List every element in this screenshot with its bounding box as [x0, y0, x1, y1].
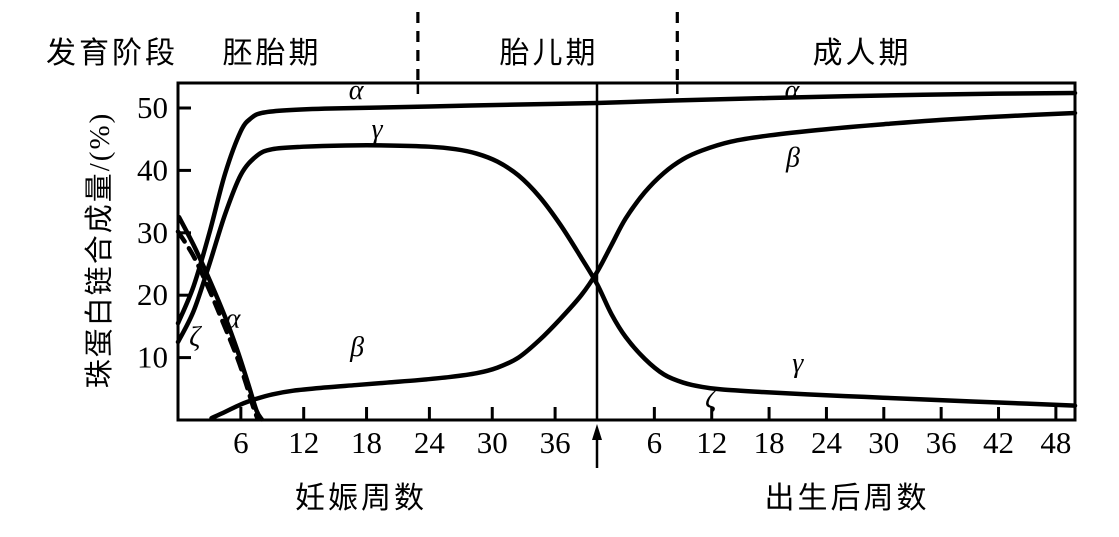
y-tick-label: 10 — [137, 340, 168, 375]
x-tick-label: 6 — [233, 425, 249, 460]
x-tick-label: 6 — [647, 425, 663, 460]
curve-label-alpha: α — [349, 75, 365, 106]
x-tick-label: 42 — [983, 425, 1014, 460]
x-tick-label: 48 — [1040, 425, 1071, 460]
x-tick-label: 30 — [477, 425, 508, 460]
stage-label-adult: 成人期 — [812, 37, 912, 70]
curve-label-epsilon-curve-labeled-alpha: α — [226, 303, 242, 334]
birth-arrow-head — [592, 424, 602, 440]
curve-alpha — [175, 90, 1078, 326]
x-tick-label: 18 — [754, 425, 785, 460]
curve-label-beta: β — [349, 332, 364, 363]
curve-epsilon-curve-labeled-alpha — [176, 214, 265, 422]
stage-label-fetal: 胎儿期 — [499, 37, 599, 70]
x-axis-title-postnatal: 出生后周数 — [764, 482, 930, 515]
curve-label-gamma: γ — [792, 348, 804, 379]
stage-caption: 发育阶段 — [46, 37, 178, 70]
y-tick-label: 20 — [137, 277, 168, 312]
curve-label-zeta: ζ — [189, 322, 202, 353]
curve-label-alpha: α — [785, 75, 801, 106]
y-tick-label: 30 — [137, 215, 168, 250]
stage-label-embryonic: 胚胎期 — [222, 37, 322, 70]
y-tick-label: 40 — [137, 152, 168, 187]
x-tick-label: 36 — [926, 425, 957, 460]
curve-beta — [209, 110, 1078, 421]
x-tick-label: 12 — [288, 425, 319, 460]
curve-gamma — [175, 143, 1078, 408]
curve-label-gamma-tail-label: ζ — [705, 384, 718, 415]
x-tick-label: 18 — [351, 425, 382, 460]
curve-label-gamma: γ — [372, 114, 384, 145]
y-tick-label: 50 — [137, 90, 168, 125]
x-tick-label: 36 — [540, 425, 571, 460]
x-tick-label: 30 — [868, 425, 899, 460]
x-tick-label: 24 — [811, 425, 843, 460]
plot-border — [176, 81, 1077, 422]
x-axis-title-prenatal: 妊娠周数 — [295, 482, 427, 515]
x-tick-label: 12 — [696, 425, 727, 460]
x-tick-label: 24 — [414, 425, 446, 460]
curve-label-beta: β — [785, 142, 800, 173]
